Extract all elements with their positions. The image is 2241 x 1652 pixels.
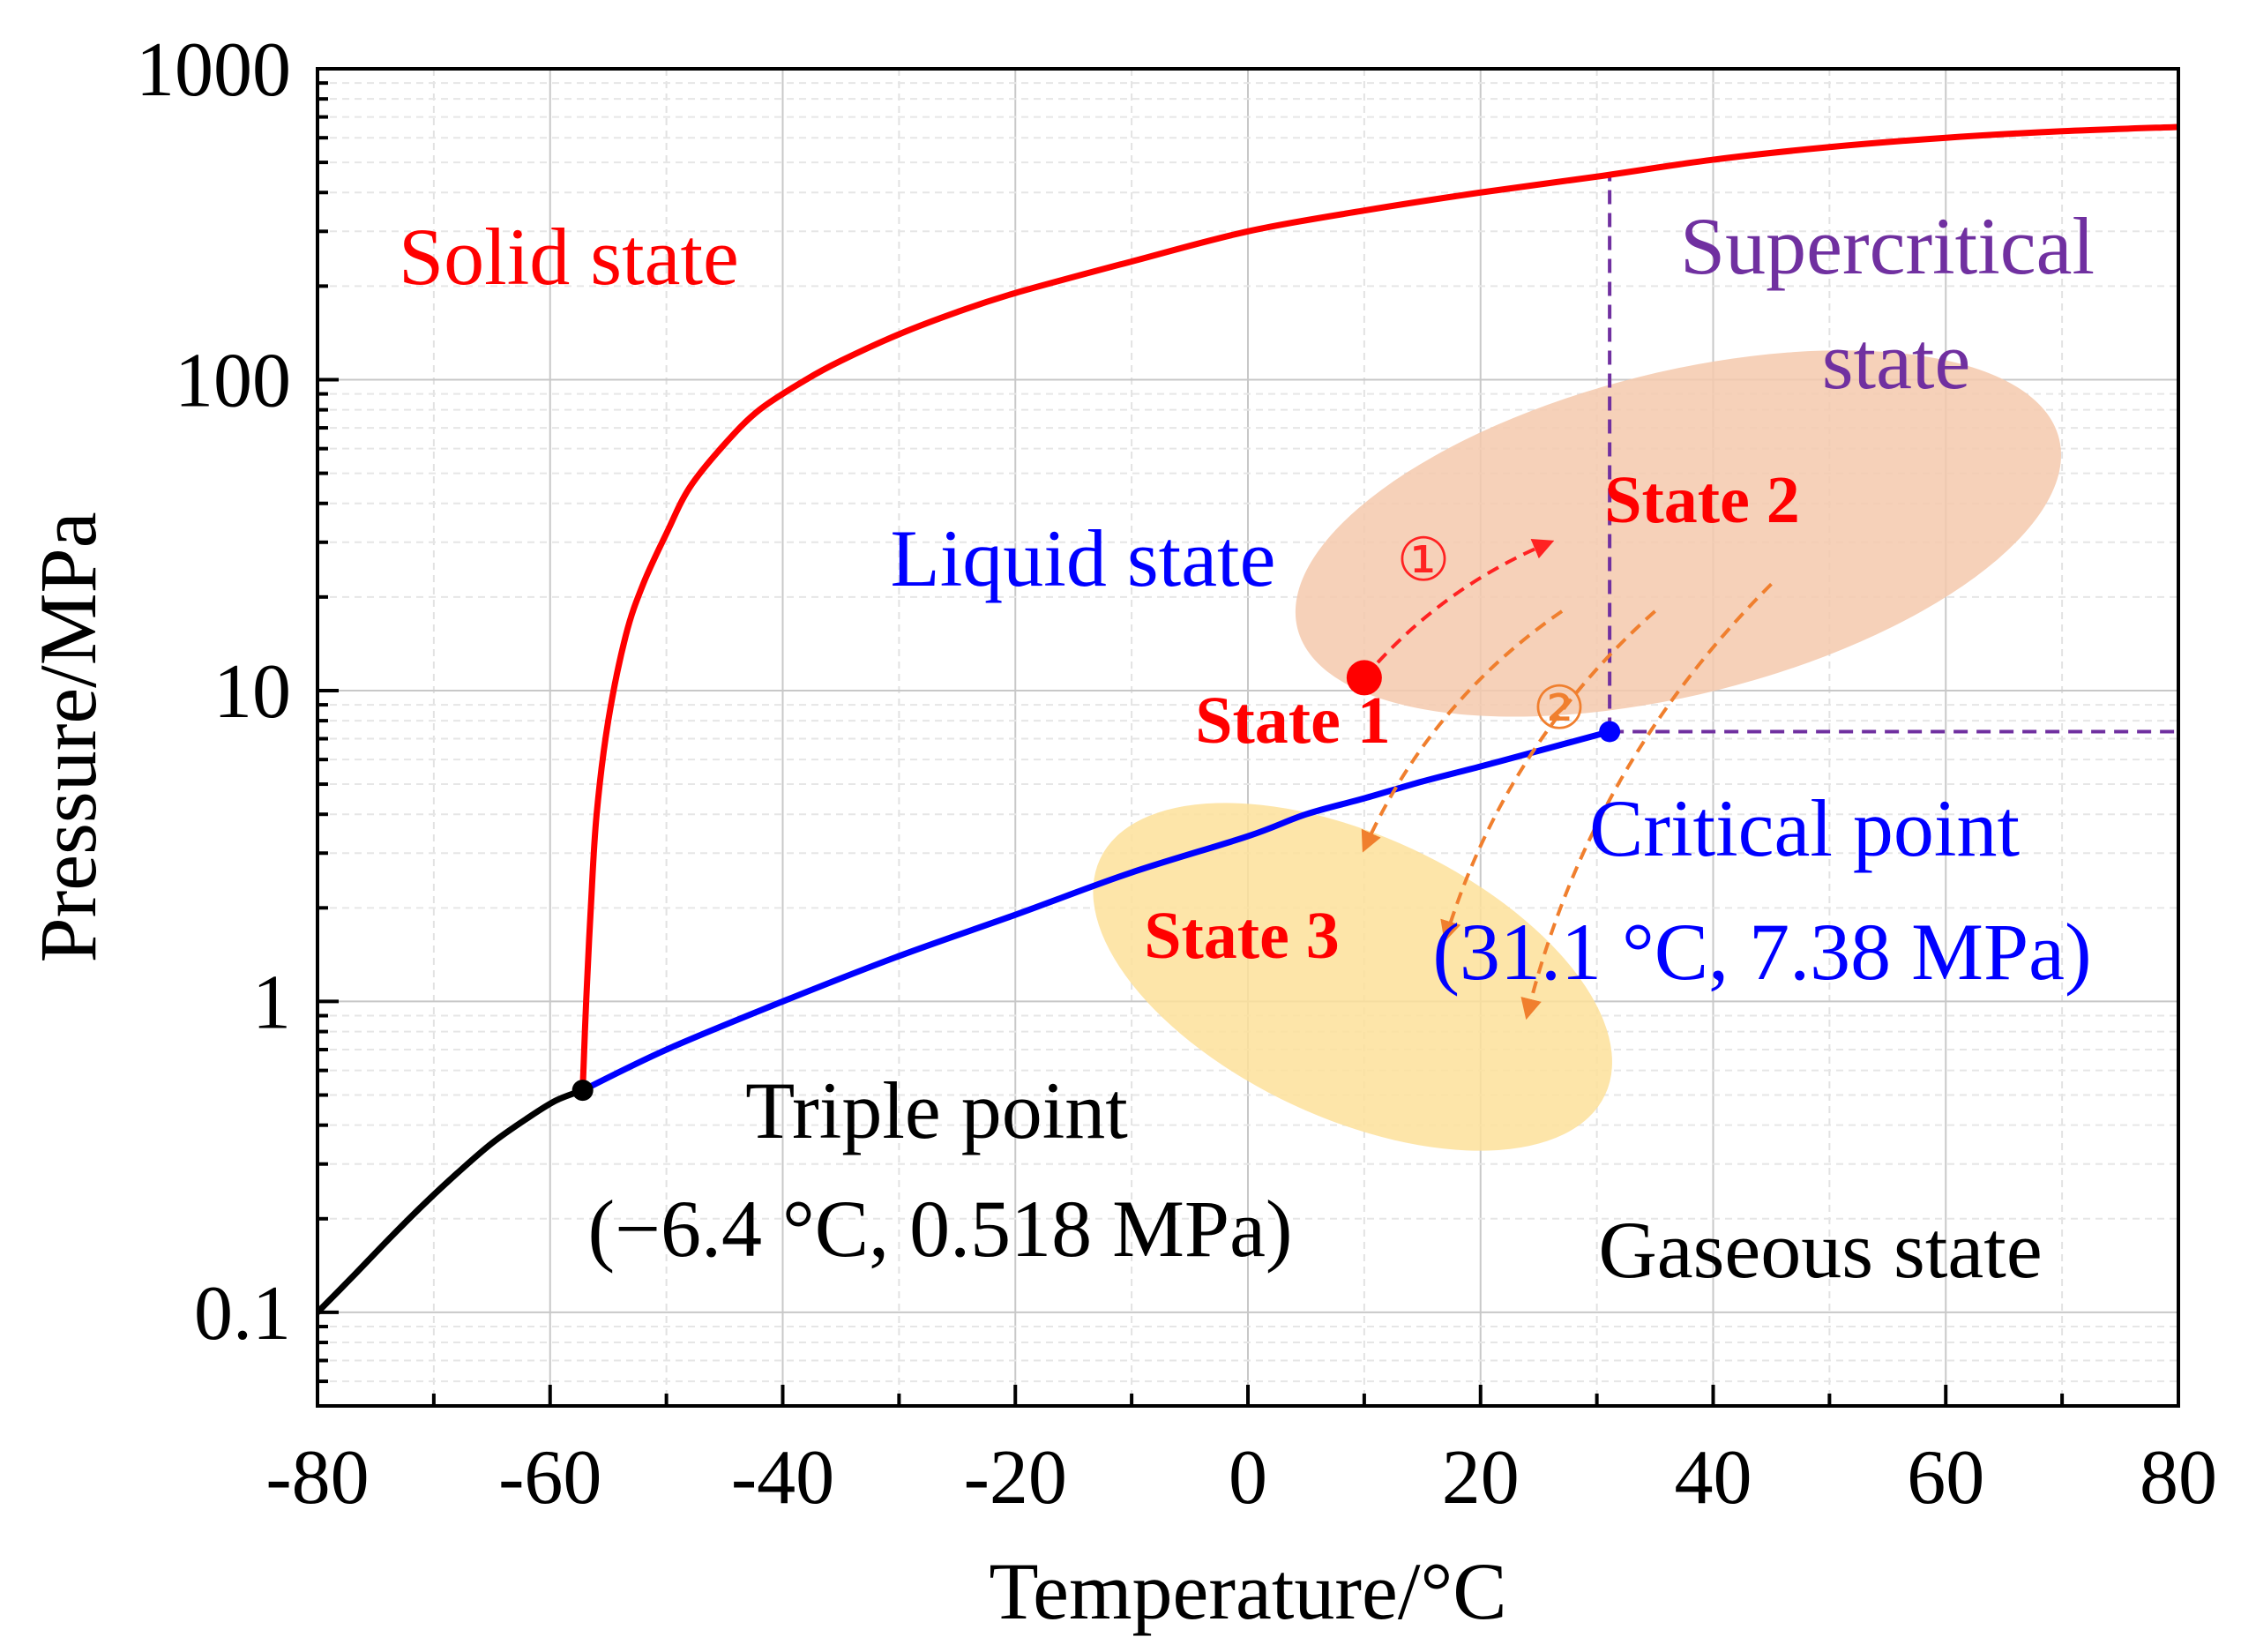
boiling-curve bbox=[579, 728, 1613, 1094]
y-tick-label: 1 bbox=[252, 960, 291, 1045]
x-tick-label: 0 bbox=[1229, 1435, 1267, 1521]
x-tick-label: -40 bbox=[731, 1435, 834, 1521]
triple-point-values: (−6.4 °C, 0.518 MPa) bbox=[587, 1184, 1292, 1274]
critical-point-values: (31.1 °C, 7.38 MPa) bbox=[1432, 907, 2091, 997]
supercritical-label-line1: Supercritical bbox=[1680, 201, 2095, 291]
triple-point-marker bbox=[571, 1080, 594, 1102]
phase-curves bbox=[317, 123, 2178, 1316]
process-path-1 bbox=[1363, 539, 1555, 679]
y-tick-label: 0.1 bbox=[194, 1271, 291, 1357]
x-tick-label: 60 bbox=[1907, 1435, 1984, 1521]
process-path-2c bbox=[1520, 582, 1773, 1020]
y-tick-label: 10 bbox=[213, 649, 291, 735]
process-paths bbox=[1361, 539, 1773, 1020]
state3-region-ellipse bbox=[1093, 803, 1612, 1151]
critical-point-marker bbox=[1599, 721, 1621, 743]
y-axis-label: Pressure/MPa bbox=[23, 512, 113, 962]
y-axis-ticks: 0.1 1 10 100 1000 bbox=[136, 27, 339, 1408]
melting-curve bbox=[579, 123, 2178, 1094]
critical-point-title: Critical point bbox=[1589, 783, 2020, 873]
x-axis-label: Temperature/°C bbox=[989, 1546, 1506, 1636]
x-tick-label: -80 bbox=[265, 1435, 369, 1521]
y-tick-label: 1000 bbox=[136, 27, 291, 113]
path1-marker: ① bbox=[1397, 527, 1451, 594]
x-tick-label: 40 bbox=[1675, 1435, 1752, 1521]
special-points bbox=[571, 660, 1621, 1102]
x-tick-label: -20 bbox=[964, 1435, 1067, 1521]
triple-point-title: Triple point bbox=[745, 1065, 1128, 1155]
state-regions bbox=[1093, 350, 2061, 1151]
liquid-state-label: Liquid state bbox=[891, 513, 1276, 603]
supercritical-label-line2: state bbox=[1822, 316, 1971, 406]
state2-region-ellipse bbox=[1295, 350, 2061, 717]
process-path-2a bbox=[1361, 609, 1564, 853]
gaseous-state-label: Gaseous state bbox=[1598, 1205, 2042, 1295]
supercritical-boundary bbox=[1608, 176, 2178, 734]
path2-marker: ② bbox=[1533, 675, 1587, 742]
y-tick-label: 100 bbox=[175, 338, 291, 423]
state1-label: State 1 bbox=[1195, 684, 1391, 758]
x-tick-label: 80 bbox=[2140, 1435, 2217, 1521]
state2-label: State 2 bbox=[1604, 463, 1800, 537]
x-axis-ticks: -80 -60 -40 -20 0 20 40 60 80 bbox=[265, 1385, 2217, 1521]
solid-state-label: Solid state bbox=[399, 212, 739, 302]
state-1-marker bbox=[1346, 660, 1382, 696]
x-tick-label: -60 bbox=[498, 1435, 601, 1521]
state3-label: State 3 bbox=[1144, 899, 1340, 973]
x-tick-label: 20 bbox=[1442, 1435, 1520, 1521]
sublimation-curve bbox=[317, 1087, 586, 1316]
